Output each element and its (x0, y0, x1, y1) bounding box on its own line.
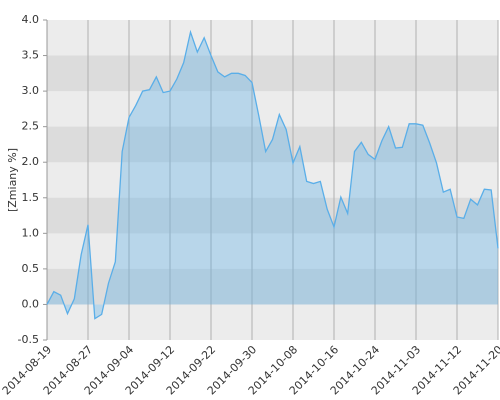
y-tick-label: 0.0 (22, 297, 40, 310)
y-tick-label: 2.0 (22, 155, 40, 168)
grid-band (47, 268, 498, 305)
grid-band (47, 55, 498, 92)
area (47, 32, 498, 319)
y-axis-label: [Zmiany %] (6, 148, 19, 212)
y-tick-label: 3.5 (22, 49, 40, 62)
y-tick-label: 0.5 (22, 262, 40, 275)
line (46, 29, 499, 320)
y-tick-label: 1.0 (22, 226, 40, 239)
grid-band (47, 197, 498, 234)
y-tick-label: -0.5 (18, 333, 39, 346)
y-tick-label: 1.5 (22, 191, 40, 204)
y-tick-label: 2.5 (22, 120, 40, 133)
y-tick-label: 4.0 (22, 13, 40, 26)
y-tick-label: 3.0 (22, 84, 40, 97)
